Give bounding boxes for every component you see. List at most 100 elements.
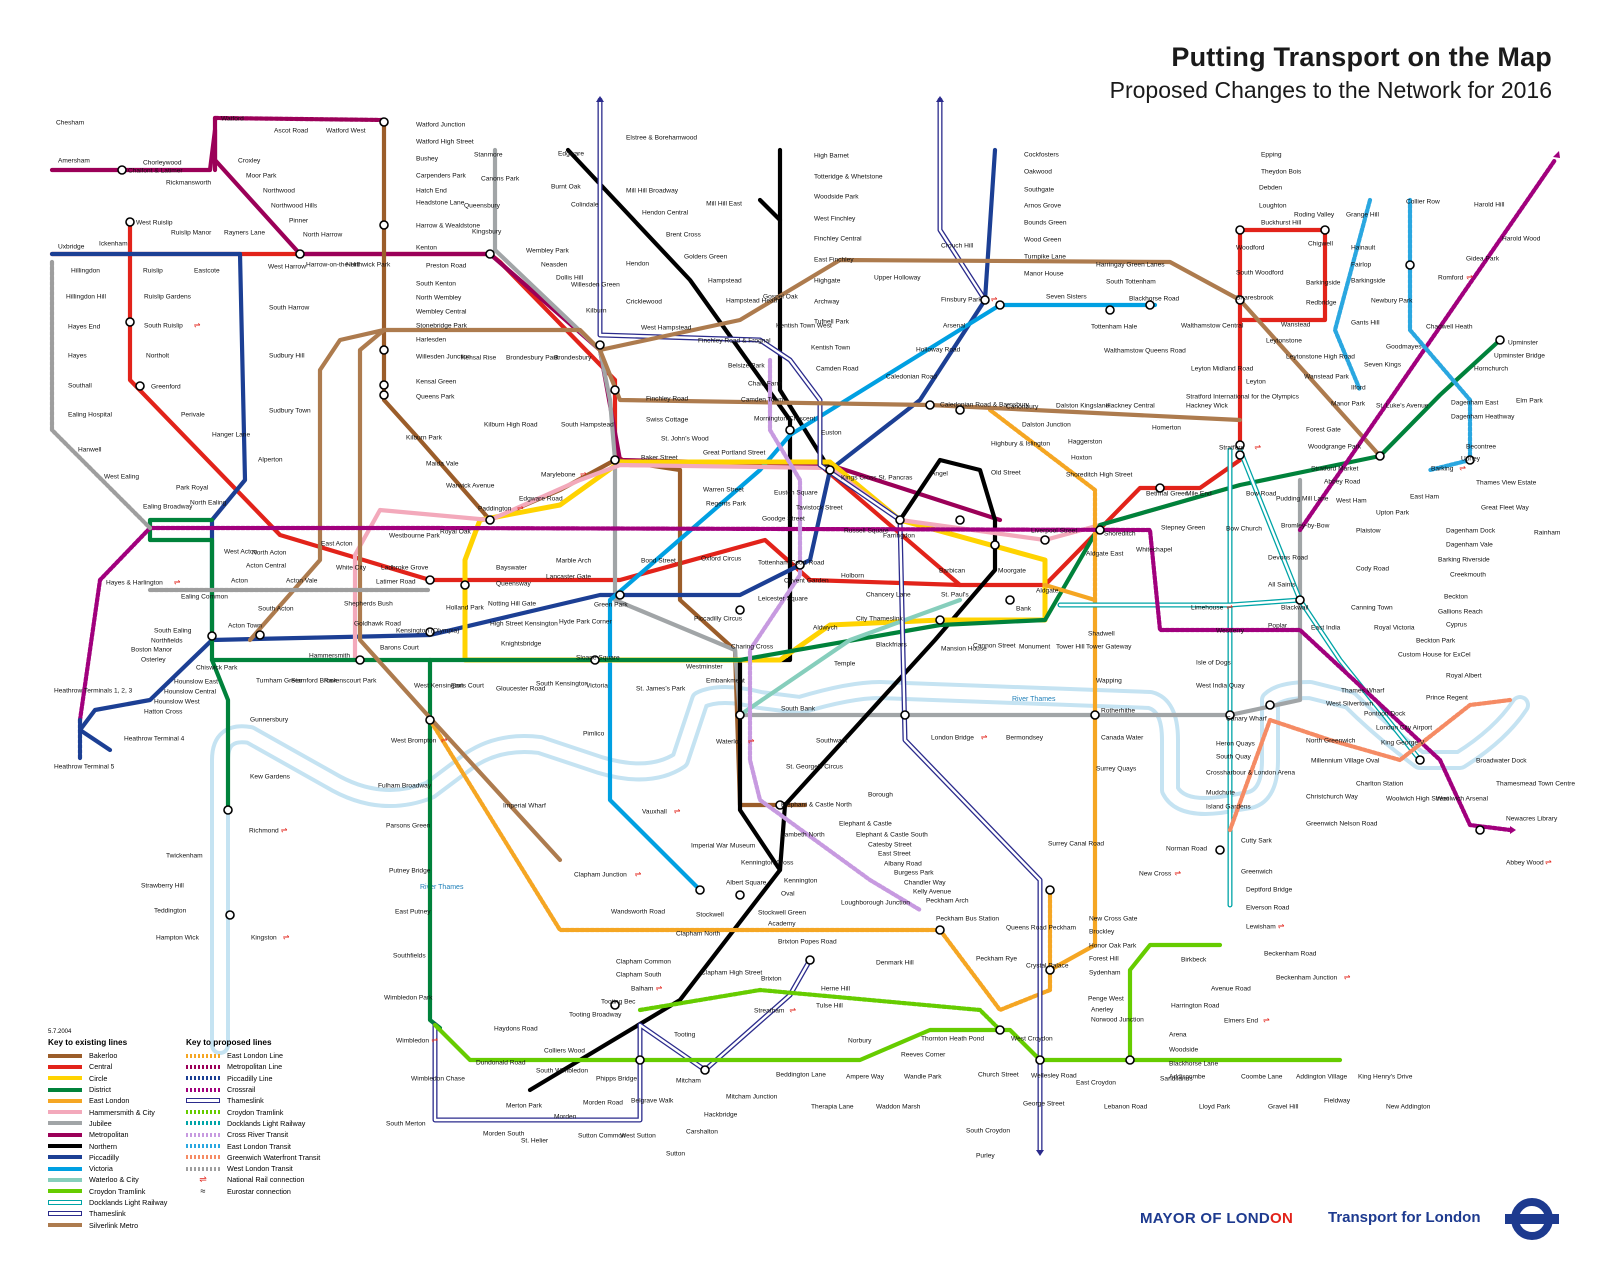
station-label[interactable]: Bushey — [416, 156, 439, 163]
interchange-marker[interactable] — [1495, 335, 1505, 345]
station-label[interactable]: Queens Park — [416, 394, 455, 401]
station-label[interactable]: Sutton — [666, 1151, 685, 1158]
station-label[interactable]: George Street — [1023, 1101, 1065, 1108]
station-label[interactable]: Leytonstone High Road — [1286, 354, 1355, 361]
station-label[interactable]: Canada Water — [1101, 735, 1144, 742]
station-label[interactable]: Thamesmead Town Centre — [1496, 781, 1575, 788]
station-label[interactable]: Borough — [868, 792, 893, 799]
station-label[interactable]: Gallions Reach — [1438, 609, 1483, 616]
station-label[interactable]: Grange Hill — [1346, 212, 1380, 219]
station-label[interactable]: Northwood Hills — [271, 203, 318, 210]
station-label[interactable]: Stratford International for the Olympics — [1186, 394, 1300, 401]
station-label[interactable]: Hanwell — [78, 447, 102, 454]
station-label[interactable]: St. John's Wood — [661, 436, 709, 443]
station-label[interactable]: Royal Oak — [440, 529, 471, 536]
station-label[interactable]: Southfields — [393, 953, 426, 960]
station-label[interactable]: Bounds Green — [1024, 220, 1067, 227]
station-label[interactable]: Hounslow East — [174, 679, 218, 686]
station-label[interactable]: Moorgate — [998, 568, 1026, 575]
station-label[interactable]: Holland Park — [446, 605, 484, 612]
station-label[interactable]: Haydons Road — [494, 1026, 538, 1033]
station-label[interactable]: Brockley — [1089, 929, 1115, 936]
station-label[interactable]: Harrington Road — [1171, 1003, 1220, 1010]
station-label[interactable]: Pimlico — [583, 731, 605, 738]
station-label[interactable]: Rayners Lane — [224, 230, 265, 237]
interchange-marker[interactable] — [700, 1065, 710, 1075]
station-label[interactable]: Liverpool Street — [1031, 528, 1077, 535]
station-label[interactable]: North Greenwich — [1306, 738, 1356, 745]
station-label[interactable]: Wanstead Park — [1304, 374, 1350, 381]
station-label[interactable]: Thames View Estate — [1476, 480, 1537, 487]
station-label[interactable]: Forest Hill — [1089, 956, 1119, 963]
station-label[interactable]: Snaresbrook — [1236, 295, 1274, 302]
station-label[interactable]: Rickmansworth — [166, 180, 211, 187]
station-label[interactable]: Edgware — [558, 151, 584, 158]
station-label[interactable]: Buckhurst Hill — [1261, 220, 1302, 227]
station-label[interactable]: Watford — [221, 116, 244, 123]
interchange-marker[interactable] — [1040, 535, 1050, 545]
station-label[interactable]: Colindale — [571, 202, 599, 209]
station-label[interactable]: White City — [336, 565, 367, 572]
station-label[interactable]: Wimbledon — [396, 1038, 429, 1045]
station-label[interactable]: Hyde Park Corner — [559, 619, 613, 626]
station-label[interactable]: Elephant & Castle North — [781, 802, 852, 809]
interchange-marker[interactable] — [485, 249, 495, 259]
station-label[interactable]: Archway — [814, 299, 840, 306]
station-label[interactable]: Barkingside — [1351, 278, 1386, 285]
interchange-marker[interactable] — [295, 249, 305, 259]
station-label[interactable]: Bond Street — [641, 558, 676, 565]
station-label[interactable]: Abbey Wood — [1506, 860, 1544, 867]
station-label[interactable]: Peckham Arch — [926, 898, 969, 905]
station-label[interactable]: Wandsworth Road — [611, 909, 665, 916]
interchange-marker[interactable] — [1125, 1055, 1135, 1065]
station-label[interactable]: Epping — [1261, 152, 1282, 159]
station-label[interactable]: Kennington Cross — [741, 860, 794, 867]
station-label[interactable]: New Cross Gate — [1089, 916, 1138, 923]
station-label[interactable]: Great Fleet Way — [1481, 505, 1529, 512]
station-label[interactable]: Kentish Town West — [776, 323, 832, 330]
station-label[interactable]: Notting Hill Gate — [488, 601, 536, 608]
station-label[interactable]: Purley — [976, 1153, 995, 1160]
station-label[interactable]: Hampstead — [708, 278, 742, 285]
station-label[interactable]: Oval — [781, 891, 795, 898]
station-label[interactable]: Ickenham — [99, 241, 128, 248]
interchange-marker[interactable] — [1235, 225, 1245, 235]
interchange-marker[interactable] — [379, 117, 389, 127]
station-label[interactable]: Victoria — [586, 683, 608, 690]
station-label[interactable]: Stamford Brook — [291, 678, 338, 685]
station-label[interactable]: West Ruislip — [136, 220, 173, 227]
station-label[interactable]: Peckham Bus Station — [936, 916, 999, 923]
station-label[interactable]: Holborn — [841, 573, 864, 580]
station-label[interactable]: Chiswick Park — [196, 665, 238, 672]
station-label[interactable]: Rotherhithe — [1101, 708, 1135, 715]
station-label[interactable]: Blackhorse Lane — [1169, 1061, 1218, 1068]
station-label[interactable]: Russell Square — [844, 528, 889, 535]
station-label[interactable]: Mitcham Junction — [726, 1094, 778, 1101]
station-label[interactable]: Kensal Green — [416, 379, 457, 386]
station-label[interactable]: Gospel Oak — [763, 294, 799, 301]
station-label[interactable]: City Thameslink — [856, 616, 903, 623]
station-label[interactable]: Sutton Common — [578, 1133, 626, 1140]
interchange-marker[interactable] — [900, 710, 910, 720]
station-label[interactable]: North Acton — [252, 550, 287, 557]
station-label[interactable]: Blackhorse Road — [1129, 296, 1180, 303]
station-label[interactable]: Tower Hill — [1056, 644, 1085, 651]
interchange-marker[interactable] — [610, 455, 620, 465]
station-label[interactable]: Thornton Heath Pond — [921, 1036, 984, 1043]
station-label[interactable]: Wembley Park — [526, 248, 569, 255]
station-label[interactable]: Bow Church — [1226, 526, 1262, 533]
station-label[interactable]: Homerton — [1152, 425, 1181, 432]
interchange-marker[interactable] — [1465, 455, 1475, 465]
station-label[interactable]: West Ealing — [104, 474, 139, 481]
station-label[interactable]: Eastcote — [194, 268, 220, 275]
station-label[interactable]: Greenwich Nelson Road — [1306, 821, 1378, 828]
station-label[interactable]: Shadwell — [1088, 631, 1115, 638]
station-label[interactable]: Kelly Avenue — [913, 889, 951, 896]
station-label[interactable]: Great Portland Street — [703, 450, 765, 457]
station-label[interactable]: Acton Central — [246, 563, 286, 570]
station-label[interactable]: Norwood Junction — [1091, 1017, 1144, 1024]
station-label[interactable]: Belgrave Walk — [631, 1098, 674, 1105]
interchange-marker[interactable] — [635, 1055, 645, 1065]
station-label[interactable]: Clapham Common — [616, 959, 671, 966]
station-label[interactable]: Collier Row — [1406, 199, 1440, 206]
